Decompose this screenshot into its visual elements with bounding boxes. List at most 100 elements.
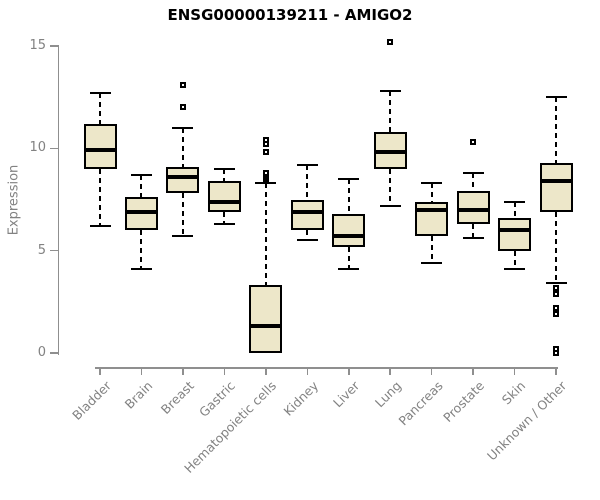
outlier-point bbox=[262, 176, 269, 183]
iqr-box bbox=[332, 213, 366, 247]
x-category-label: Skin bbox=[498, 378, 529, 408]
lower-whisker bbox=[306, 230, 309, 241]
upper-whisker-cap bbox=[130, 173, 152, 176]
iqr-box bbox=[290, 199, 324, 231]
lower-whisker bbox=[513, 250, 516, 270]
x-tick-mark bbox=[140, 367, 143, 375]
upper-whisker bbox=[389, 91, 392, 132]
upper-whisker bbox=[223, 168, 226, 182]
upper-whisker bbox=[140, 174, 143, 198]
lower-whisker bbox=[472, 224, 475, 239]
x-category-label: Breast bbox=[157, 378, 197, 418]
outlier-point bbox=[553, 304, 560, 311]
lower-whisker-cap bbox=[89, 225, 111, 228]
upper-whisker bbox=[513, 201, 516, 218]
median-bar bbox=[456, 207, 490, 212]
lower-whisker-cap bbox=[545, 282, 567, 285]
x-category-label: Bladder bbox=[68, 378, 114, 423]
iqr-box bbox=[207, 181, 241, 212]
iqr-box bbox=[415, 201, 449, 237]
x-category-label: Kidney bbox=[280, 378, 321, 419]
x-tick-mark bbox=[430, 367, 433, 375]
iqr-box bbox=[124, 197, 158, 231]
x-category-label: Prostate bbox=[439, 378, 487, 426]
lower-whisker bbox=[99, 168, 101, 227]
median-bar bbox=[498, 228, 532, 233]
x-category-label: Brain bbox=[121, 378, 156, 412]
upper-whisker-cap bbox=[462, 171, 484, 174]
lower-whisker bbox=[555, 211, 558, 284]
lower-whisker-cap bbox=[421, 261, 443, 264]
y-tick-mark bbox=[50, 249, 59, 252]
y-axis-line bbox=[57, 46, 59, 355]
y-tick-label: 5 bbox=[37, 242, 46, 258]
lower-whisker-cap bbox=[172, 235, 194, 238]
iqr-box bbox=[249, 285, 283, 353]
outlier-point bbox=[553, 290, 560, 297]
iqr-box bbox=[83, 123, 117, 169]
lower-whisker bbox=[181, 193, 184, 237]
outlier-point bbox=[179, 81, 186, 88]
upper-whisker bbox=[306, 164, 309, 200]
lower-whisker-cap bbox=[338, 268, 360, 271]
median-bar bbox=[249, 324, 283, 329]
upper-whisker-cap bbox=[172, 126, 194, 129]
upper-whisker-cap bbox=[89, 92, 111, 95]
y-tick-mark bbox=[50, 147, 59, 150]
upper-whisker bbox=[264, 183, 267, 286]
median-bar bbox=[373, 150, 407, 155]
outlier-point bbox=[262, 141, 269, 148]
outlier-point bbox=[387, 38, 394, 45]
outlier-point bbox=[553, 284, 560, 291]
lower-whisker bbox=[347, 246, 350, 270]
outlier-point bbox=[470, 139, 477, 146]
x-tick-mark bbox=[348, 367, 350, 375]
y-tick-label: 10 bbox=[29, 140, 46, 156]
upper-whisker bbox=[430, 183, 433, 202]
median-bar bbox=[207, 199, 241, 204]
lower-whisker-cap bbox=[213, 223, 235, 226]
outlier-point bbox=[553, 350, 560, 356]
lower-whisker-cap bbox=[504, 268, 526, 271]
iqr-box bbox=[539, 162, 573, 212]
lower-whisker-cap bbox=[296, 239, 318, 242]
lower-whisker bbox=[389, 168, 392, 206]
lower-whisker-cap bbox=[462, 237, 484, 240]
median-bar bbox=[290, 209, 324, 214]
median-bar bbox=[166, 174, 200, 179]
x-category-label: Unknown / Other bbox=[484, 378, 570, 464]
x-category-label: Liver bbox=[330, 378, 363, 411]
median-bar bbox=[83, 148, 117, 153]
outlier-point bbox=[179, 104, 186, 111]
x-tick-mark bbox=[555, 367, 557, 375]
median-bar bbox=[332, 234, 366, 239]
median-bar bbox=[415, 207, 449, 212]
iqr-box bbox=[166, 166, 200, 194]
upper-whisker-cap bbox=[421, 182, 443, 185]
upper-whisker bbox=[181, 127, 184, 167]
outlier-point bbox=[262, 149, 269, 156]
median-bar bbox=[539, 179, 573, 184]
iqr-box bbox=[498, 217, 532, 251]
lower-whisker bbox=[223, 211, 226, 225]
upper-whisker bbox=[347, 179, 350, 214]
iqr-box bbox=[456, 191, 490, 225]
lower-whisker bbox=[140, 230, 143, 270]
outlier-point bbox=[553, 311, 560, 318]
upper-whisker-cap bbox=[255, 182, 277, 185]
x-tick-mark bbox=[306, 367, 309, 375]
x-tick-mark bbox=[265, 367, 267, 375]
x-tick-mark bbox=[99, 367, 101, 375]
chart-title: ENSG00000139211 - AMIGO2 bbox=[167, 6, 413, 24]
lower-whisker-cap bbox=[130, 268, 152, 271]
y-tick-label: 15 bbox=[29, 38, 46, 53]
upper-whisker bbox=[472, 172, 475, 192]
x-tick-mark bbox=[182, 367, 184, 375]
x-category-label: Pancreas bbox=[394, 378, 446, 429]
x-tick-mark bbox=[389, 367, 391, 375]
upper-whisker-cap bbox=[504, 200, 526, 203]
upper-whisker-cap bbox=[379, 90, 401, 93]
upper-whisker-cap bbox=[338, 178, 360, 181]
